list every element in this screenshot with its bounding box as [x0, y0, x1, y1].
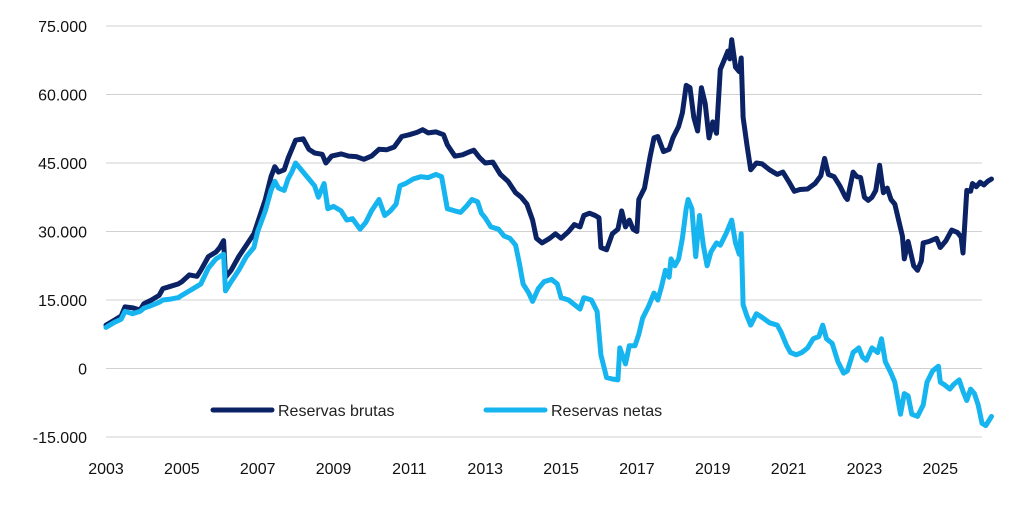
x-tick-label: 2009 [316, 461, 352, 478]
x-tick-label: 2013 [467, 461, 503, 478]
series-line-reservas-netas [103, 160, 994, 429]
y-tick-label: 15.000 [38, 293, 87, 310]
x-tick-label: 2023 [847, 461, 883, 478]
legend-item-reservas-brutas: Reservas brutas [210, 403, 395, 420]
gridlines [106, 25, 982, 438]
series-line-reservas-brutas [103, 37, 994, 328]
x-axis-tick-labels: 2003 2005 2007 2009 2011 2013 2015 2017 2019 2021… [88, 461, 958, 478]
legend-item-reservas-netas: Reservas netas [483, 403, 662, 420]
y-axis-tick-labels: 75.000 60.000 45.000 30.000 15.000 0 -15.000 [33, 19, 87, 447]
y-tick-label: 75.000 [38, 19, 87, 36]
series-lines [103, 37, 994, 429]
x-tick-label: 2025 [922, 461, 958, 478]
y-tick-label: -15.000 [33, 430, 87, 447]
x-tick-label: 2017 [619, 461, 655, 478]
x-tick-label: 2019 [695, 461, 731, 478]
x-tick-label: 2005 [164, 461, 200, 478]
y-tick-label: 0 [78, 362, 87, 379]
legend-label-reservas-netas: Reservas netas [551, 403, 662, 420]
x-tick-label: 2007 [240, 461, 276, 478]
x-tick-label: 2021 [771, 461, 807, 478]
y-tick-label: 45.000 [38, 156, 87, 173]
y-tick-label: 60.000 [38, 88, 87, 105]
x-tick-label: 2011 [392, 461, 427, 478]
y-tick-label: 30.000 [38, 225, 87, 242]
legend-label-reservas-brutas: Reservas brutas [278, 403, 395, 420]
x-tick-label: 2003 [88, 461, 124, 478]
legend: Reservas brutas Reservas netas [210, 403, 662, 420]
x-tick-label: 2015 [543, 461, 579, 478]
